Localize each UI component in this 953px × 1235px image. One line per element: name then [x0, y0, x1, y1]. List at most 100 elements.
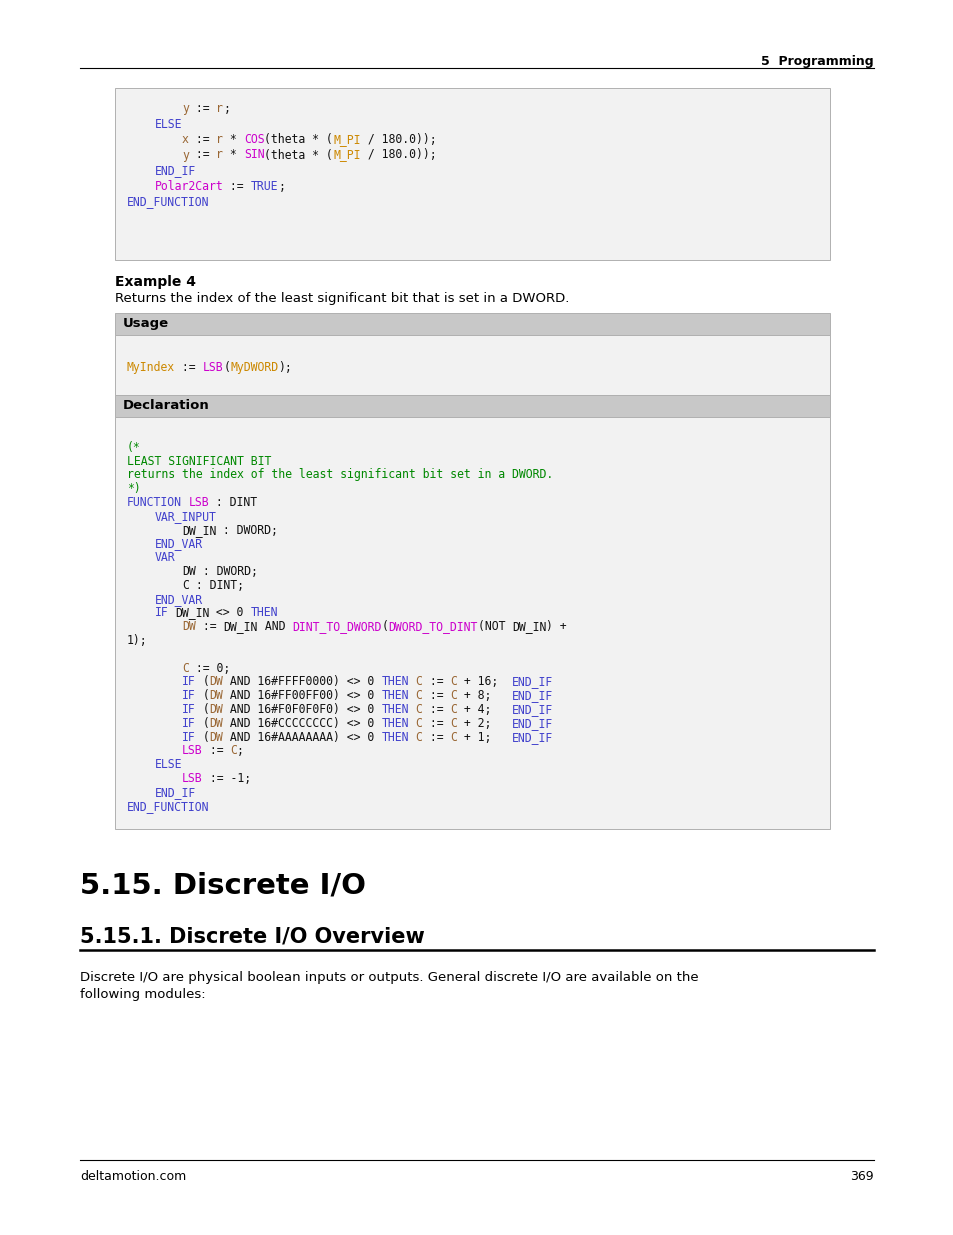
Text: : DINT: : DINT: [210, 496, 257, 509]
Text: : DINT;: : DINT;: [189, 579, 244, 592]
Text: : DWORD;: : DWORD;: [195, 564, 257, 578]
Text: C: C: [416, 731, 422, 743]
Text: DW_IN: DW_IN: [182, 524, 216, 536]
Text: (NOT: (NOT: [477, 620, 512, 634]
Text: (: (: [195, 703, 210, 716]
Text: C: C: [416, 716, 422, 730]
Text: :=: :=: [422, 676, 450, 688]
Text: DW_IN: DW_IN: [512, 620, 546, 634]
Text: IF: IF: [182, 689, 195, 703]
Text: (: (: [195, 716, 210, 730]
Text: END_FUNCTION: END_FUNCTION: [127, 195, 210, 207]
Text: VAR_INPUT: VAR_INPUT: [154, 510, 216, 522]
Text: AND 16#AAAAAAAA) <> 0: AND 16#AAAAAAAA) <> 0: [223, 731, 381, 743]
Text: (*: (*: [127, 441, 141, 453]
Text: 5  Programming: 5 Programming: [760, 56, 873, 68]
Text: :=: :=: [223, 179, 251, 193]
Text: y: y: [182, 103, 189, 115]
Text: THEN: THEN: [381, 676, 409, 688]
Bar: [115, 335, 829, 395]
Text: IF: IF: [182, 731, 195, 743]
Text: TRUE: TRUE: [251, 179, 278, 193]
Text: 1);: 1);: [127, 634, 148, 647]
Text: :=: :=: [422, 731, 450, 743]
Text: DW: DW: [210, 676, 223, 688]
Text: :=: :=: [175, 361, 202, 374]
Text: C: C: [416, 703, 422, 716]
Text: <> 0: <> 0: [210, 606, 251, 620]
Text: LEAST SIGNIFICANT BIT: LEAST SIGNIFICANT BIT: [127, 454, 271, 468]
Text: returns the index of the least significant bit set in a DWORD.: returns the index of the least significa…: [127, 468, 553, 482]
Text: MyIndex: MyIndex: [127, 361, 175, 374]
Text: THEN: THEN: [381, 716, 409, 730]
Text: Declaration: Declaration: [123, 399, 210, 412]
Text: C: C: [230, 745, 236, 757]
Text: END_VAR: END_VAR: [154, 537, 202, 551]
Text: AND: AND: [257, 620, 292, 634]
Text: (: (: [195, 689, 210, 703]
Text: IF: IF: [154, 606, 168, 620]
Text: 5.15. Discrete I/O: 5.15. Discrete I/O: [80, 871, 366, 899]
Text: C: C: [450, 703, 456, 716]
Text: : DWORD;: : DWORD;: [216, 524, 278, 536]
Text: (: (: [223, 361, 230, 374]
Text: MyDWORD: MyDWORD: [230, 361, 278, 374]
Text: END_IF: END_IF: [512, 731, 553, 743]
Bar: [115, 395, 829, 417]
Text: C: C: [450, 731, 456, 743]
Text: (: (: [195, 731, 210, 743]
Text: ELSE: ELSE: [154, 758, 182, 771]
Text: C: C: [182, 662, 189, 674]
Text: C: C: [450, 689, 456, 703]
Text: AND 16#FFFF0000) <> 0: AND 16#FFFF0000) <> 0: [223, 676, 381, 688]
Text: SIN: SIN: [244, 148, 264, 162]
Text: THEN: THEN: [251, 606, 278, 620]
Text: x: x: [182, 133, 189, 146]
Text: (: (: [381, 620, 388, 634]
Bar: [115, 312, 829, 335]
Text: DW: DW: [210, 731, 223, 743]
Text: := -1;: := -1;: [202, 772, 251, 785]
Text: FUNCTION: FUNCTION: [127, 496, 182, 509]
Text: :=: :=: [422, 703, 450, 716]
Text: ELSE: ELSE: [154, 117, 182, 131]
Text: deltamotion.com: deltamotion.com: [80, 1170, 186, 1183]
Text: ;: ;: [278, 179, 285, 193]
Text: :=: :=: [189, 103, 216, 115]
Text: Polar2Cart: Polar2Cart: [154, 179, 223, 193]
Text: y: y: [182, 148, 189, 162]
Text: + 8;: + 8;: [456, 689, 512, 703]
Text: / 180.0));: / 180.0));: [360, 148, 436, 162]
Text: END_IF: END_IF: [512, 716, 553, 730]
Text: END_IF: END_IF: [512, 703, 553, 716]
Bar: [115, 88, 829, 261]
Text: DWORD_TO_DINT: DWORD_TO_DINT: [388, 620, 477, 634]
Text: DW: DW: [210, 703, 223, 716]
Text: := 0;: := 0;: [189, 662, 230, 674]
Text: + 1;: + 1;: [456, 731, 512, 743]
Text: THEN: THEN: [381, 689, 409, 703]
Text: (theta * (: (theta * (: [264, 148, 333, 162]
Text: DW: DW: [210, 716, 223, 730]
Text: :=: :=: [189, 133, 216, 146]
Text: END_FUNCTION: END_FUNCTION: [127, 799, 210, 813]
Text: r: r: [216, 103, 223, 115]
Text: END_IF: END_IF: [154, 164, 195, 177]
Text: *: *: [223, 148, 244, 162]
Text: :=: :=: [422, 689, 450, 703]
Text: :=: :=: [195, 620, 223, 634]
Text: *: *: [223, 133, 244, 146]
Text: (: (: [195, 676, 210, 688]
Text: M_PI: M_PI: [333, 148, 360, 162]
Text: C: C: [182, 579, 189, 592]
Text: C: C: [416, 676, 422, 688]
Text: DINT_TO_DWORD: DINT_TO_DWORD: [292, 620, 381, 634]
Text: (theta * (: (theta * (: [264, 133, 333, 146]
Text: DW: DW: [210, 689, 223, 703]
Text: C: C: [450, 716, 456, 730]
Text: 369: 369: [849, 1170, 873, 1183]
Text: M_PI: M_PI: [333, 133, 360, 146]
Text: AND 16#FF00FF00) <> 0: AND 16#FF00FF00) <> 0: [223, 689, 381, 703]
Text: THEN: THEN: [381, 731, 409, 743]
Text: DW: DW: [182, 564, 195, 578]
